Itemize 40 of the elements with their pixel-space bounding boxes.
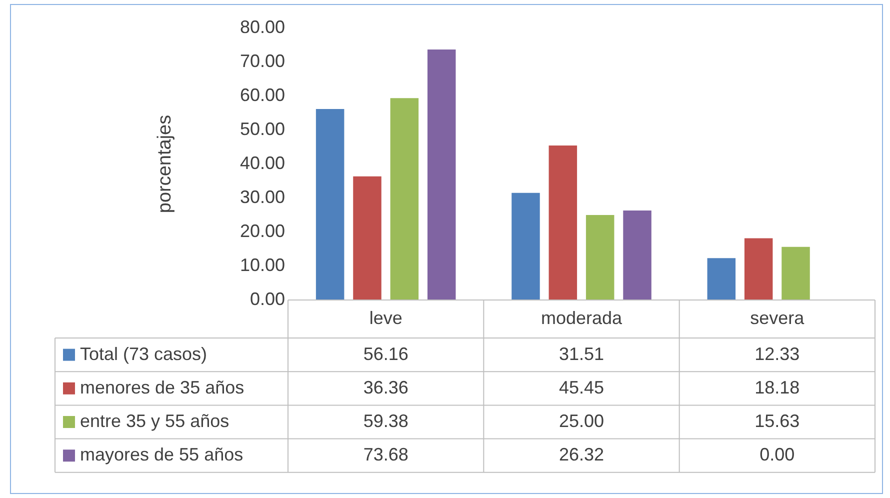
data-label: 0.00 <box>760 444 795 465</box>
x-tick-label: moderada <box>540 308 624 328</box>
data-label: 26.32 <box>558 444 604 465</box>
data-label: 31.51 <box>558 344 604 364</box>
y-tick-label: 80.00 <box>240 16 285 37</box>
y-tick-label: 30.00 <box>240 186 285 207</box>
legend-label: menores de 35 años <box>80 377 244 398</box>
bar <box>744 238 773 300</box>
data-label: 36.36 <box>363 377 408 398</box>
data-label: 56.16 <box>363 344 408 364</box>
x-tick-label: leve <box>369 308 402 328</box>
bar <box>316 109 344 300</box>
bar <box>548 145 578 300</box>
y-tick-label: 40.00 <box>240 152 285 173</box>
legend-label: Total (73 casos) <box>80 344 208 364</box>
data-label: 25.00 <box>558 410 604 431</box>
bar <box>586 215 614 300</box>
data-label: 59.38 <box>363 410 408 431</box>
legend-label: entre 35 y 55 años <box>80 410 230 431</box>
data-label: 12.33 <box>754 344 800 364</box>
bar <box>707 258 736 300</box>
data-label: 15.63 <box>754 410 800 431</box>
y-tick-label: 50.00 <box>240 118 285 139</box>
data-label: 45.45 <box>558 377 604 398</box>
y-axis-title: porcentajes <box>154 114 176 214</box>
y-tick-label: 70.00 <box>240 50 285 71</box>
bar <box>512 192 540 300</box>
y-tick-label: 20.00 <box>240 220 285 241</box>
bar <box>623 210 652 300</box>
y-tick-label: 10.00 <box>240 254 285 275</box>
legend-label: mayores de 55 años <box>80 444 244 465</box>
y-tick-label: 0.00 <box>250 288 285 309</box>
data-label: 73.68 <box>363 444 408 465</box>
bar <box>782 246 810 300</box>
bar <box>353 176 382 300</box>
y-tick-label: 60.00 <box>240 84 285 105</box>
data-label: 18.18 <box>754 377 800 398</box>
bar <box>427 49 456 300</box>
bar <box>390 98 419 300</box>
x-tick-label: severa <box>750 308 806 328</box>
